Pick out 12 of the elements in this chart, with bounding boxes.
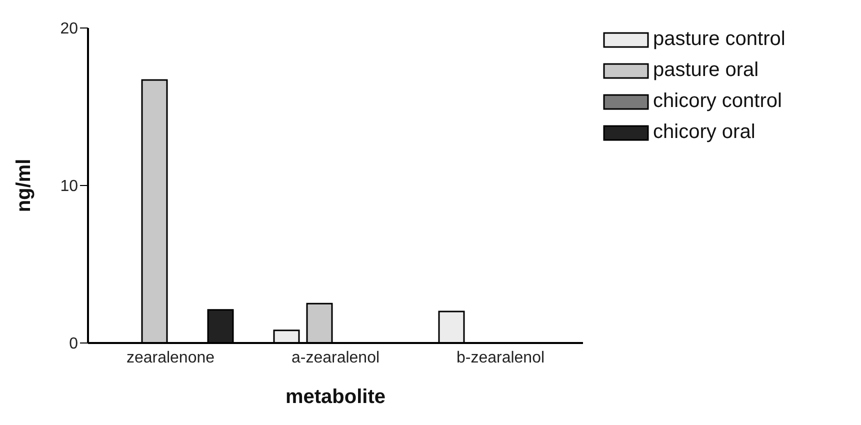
legend-label: pasture oral — [653, 59, 759, 82]
x-tick-label: zearalenone — [126, 349, 215, 366]
x-tick-label: a-zearalenol — [291, 349, 380, 366]
y-tick-label: 0 — [69, 336, 78, 353]
x-axis-title: metabolite — [285, 386, 386, 408]
x-tick-label: b-zearalenol — [456, 349, 545, 366]
legend-label: chicory oral — [653, 121, 756, 144]
legend-label: chicory control — [653, 90, 782, 113]
legend-label: pasture control — [653, 28, 786, 51]
y-axis-title: ng/ml — [13, 158, 36, 212]
y-tick-label: 10 — [60, 178, 78, 196]
y-tick-label: 20 — [60, 20, 78, 38]
